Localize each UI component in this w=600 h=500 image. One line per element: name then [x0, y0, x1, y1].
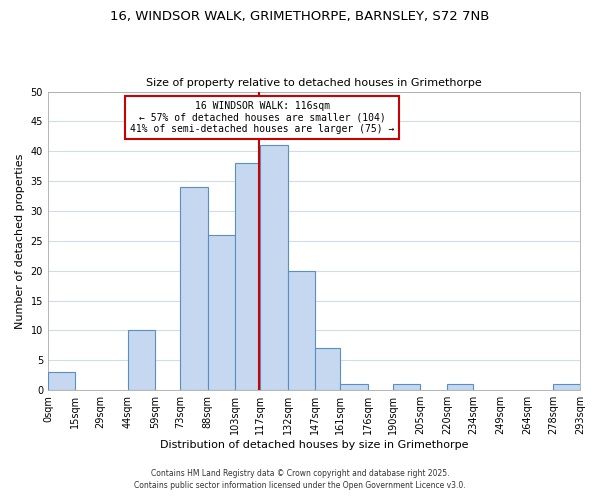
Bar [235, 163, 260, 390]
Bar [393, 384, 420, 390]
Text: 16, WINDSOR WALK, GRIMETHORPE, BARNSLEY, S72 7NB: 16, WINDSOR WALK, GRIMETHORPE, BARNSLEY,… [110, 10, 490, 23]
Bar [340, 384, 368, 390]
Bar [553, 384, 580, 390]
Bar [48, 372, 75, 390]
Text: 16 WINDSOR WALK: 116sqm
← 57% of detached houses are smaller (104)
41% of semi-d: 16 WINDSOR WALK: 116sqm ← 57% of detache… [130, 100, 394, 134]
Bar [128, 330, 155, 390]
Title: Size of property relative to detached houses in Grimethorpe: Size of property relative to detached ho… [146, 78, 482, 88]
Bar [260, 146, 287, 390]
Bar [208, 235, 235, 390]
Y-axis label: Number of detached properties: Number of detached properties [15, 153, 25, 328]
Bar [287, 270, 315, 390]
Bar [315, 348, 340, 390]
Bar [448, 384, 473, 390]
Text: Contains HM Land Registry data © Crown copyright and database right 2025.
Contai: Contains HM Land Registry data © Crown c… [134, 468, 466, 490]
X-axis label: Distribution of detached houses by size in Grimethorpe: Distribution of detached houses by size … [160, 440, 468, 450]
Bar [181, 187, 208, 390]
